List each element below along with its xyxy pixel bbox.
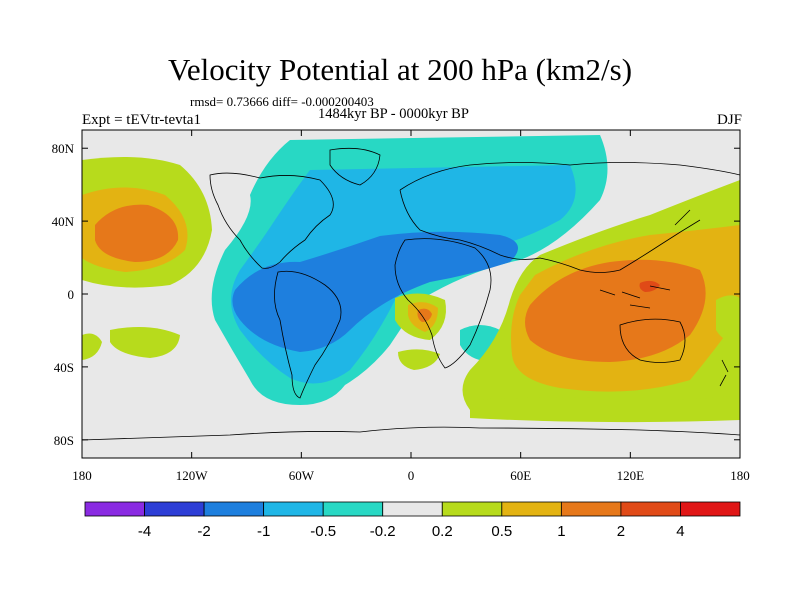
colorbar-label: -2 [197,523,210,540]
coast-indonesia [599,285,671,309]
colorbar-swatch [620,501,681,517]
lon-tick-label: 60W [289,468,315,483]
colorbar-swatch [680,501,741,517]
contour-plus-0.2-se-pacific [110,326,180,358]
colorbar-label: 2 [617,523,625,540]
colorbar-swatch [382,501,443,517]
contour-plus-1-pacific [95,204,179,262]
rmsd-diff-text: rmsd= 0.73666 diff= -0.000200403 [190,94,374,109]
coast-africa [394,238,492,369]
contour-plus-0.2-w-edge [82,333,102,360]
colorbar-label: -4 [138,523,151,540]
coast-antarctica [82,426,740,441]
coast-nz [719,359,729,387]
colorbar-label: 0.2 [432,523,453,540]
contour-plus-2-maritime [639,280,660,292]
coast-greenland [329,147,381,186]
contour-field [82,130,740,458]
contour-minus-1 [232,231,518,352]
colorbar-swatch [560,501,622,517]
coast-australia [619,318,686,363]
colorbar-swatch [84,501,145,517]
coast-north-america [209,172,334,269]
colorbar-label: -0.5 [310,523,336,540]
colorbar-swatch [144,501,205,517]
colorbar-label: -0.2 [370,523,396,540]
experiment-label: Expt = tEVtr-tevta1 [82,112,201,128]
colorbar-swatch [441,501,503,517]
colorbar: -4 -2 -1 -0.5 -0.2 0.2 0.5 1 2 4 [84,501,741,540]
coast-japan [674,209,691,226]
coastlines [82,147,740,441]
lon-tick-label: 0 [408,468,415,483]
lat-tick-label: 80S [54,433,74,448]
coast-eurasia [399,162,740,273]
lon-tick-label: 180 [730,468,750,483]
lat-tick-label: 80N [52,141,75,156]
latitude-axis: 80N 40N 0 40S 80S [52,141,740,448]
contour-plus-0.2-s-africa [398,349,440,370]
colorbar-swatch [203,501,265,517]
contour-plus-1-indo-pacific [525,259,706,362]
season-label: DJF [716,112,742,128]
colorbar-label: 4 [676,523,684,540]
colorbar-label: -1 [257,523,270,540]
lon-tick-label: 60E [510,468,531,483]
colorbar-label: 0.5 [491,523,512,540]
contour-plus-1-gulf-guinea [417,308,432,322]
colorbar-label: 1 [557,523,565,540]
longitude-axis: 180 120W 60W 0 60E 120E 180 [72,130,750,483]
contour-plus-0.2-far-east [716,295,740,342]
colorbar-swatch [322,501,384,517]
lon-tick-label: 180 [72,468,92,483]
lon-tick-label: 120W [176,468,209,483]
period-text: 1484kyr BP - 0000kyr BP [318,106,469,122]
lat-tick-label: 0 [68,287,75,302]
lat-tick-label: 40N [52,214,75,229]
colorbar-swatch [263,501,324,517]
contour-plus-0.2-s-ocean [470,395,740,423]
coast-south-america [274,270,342,399]
lat-tick-label: 40S [54,360,74,375]
lon-tick-label: 120E [617,468,645,483]
colorbar-swatch [501,501,562,517]
plot-title: Velocity Potential at 200 hPa (km2/s) [167,52,633,87]
